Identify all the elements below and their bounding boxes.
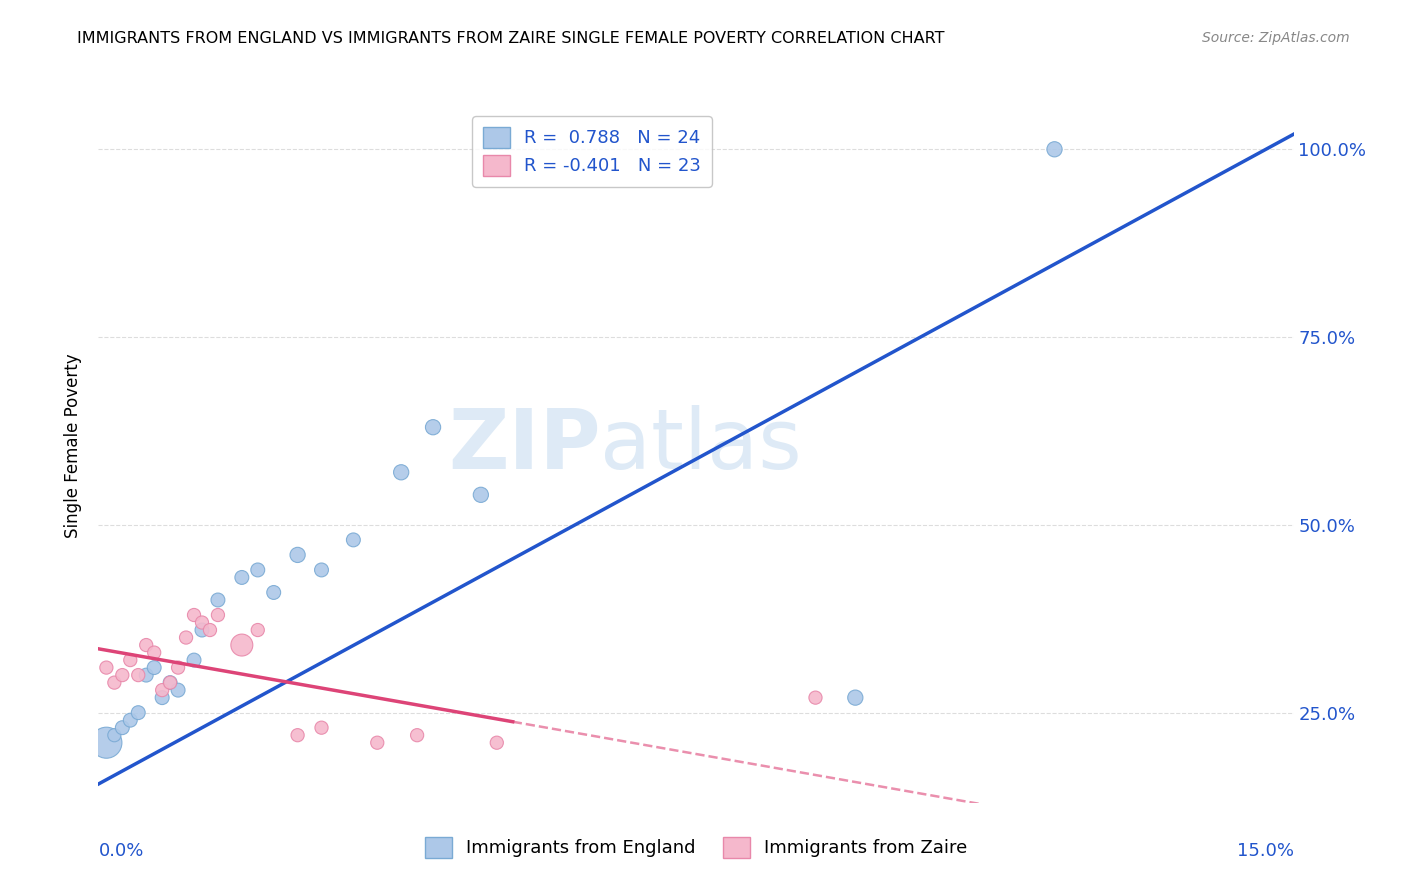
Point [150, 690, 173, 705]
Point [207, 607, 229, 622]
Y-axis label: Single Female Poverty: Single Female Poverty [65, 354, 83, 538]
Point [366, 736, 388, 750]
Text: ZIP: ZIP [449, 406, 600, 486]
Point [96, 736, 118, 750]
Point [406, 728, 429, 742]
Point [127, 706, 149, 720]
Point [1043, 142, 1066, 156]
Point [231, 570, 253, 584]
Point [246, 623, 269, 637]
Point [174, 631, 197, 645]
Text: 0.0%: 0.0% [98, 842, 143, 860]
Point [485, 736, 508, 750]
Point [111, 721, 134, 735]
Text: atlas: atlas [600, 406, 801, 486]
Point [150, 683, 173, 698]
Point [96, 660, 118, 674]
Point [389, 465, 412, 479]
Point [120, 653, 142, 667]
Point [120, 713, 142, 727]
Point [231, 638, 253, 652]
Legend: Immigrants from England, Immigrants from Zaire: Immigrants from England, Immigrants from… [418, 830, 974, 865]
Point [804, 690, 827, 705]
Point [198, 623, 221, 637]
Point [311, 721, 333, 735]
Text: 15.0%: 15.0% [1236, 842, 1294, 860]
Point [183, 653, 205, 667]
Point [191, 615, 214, 630]
Point [167, 683, 190, 698]
Text: IMMIGRANTS FROM ENGLAND VS IMMIGRANTS FROM ZAIRE SINGLE FEMALE POVERTY CORRELATI: IMMIGRANTS FROM ENGLAND VS IMMIGRANTS FR… [77, 31, 945, 46]
Point [311, 563, 333, 577]
Point [422, 420, 444, 434]
Point [191, 623, 214, 637]
Point [844, 690, 866, 705]
Point [263, 585, 285, 599]
Point [207, 593, 229, 607]
Point [143, 660, 166, 674]
Point [103, 728, 125, 742]
Text: Source: ZipAtlas.com: Source: ZipAtlas.com [1202, 31, 1350, 45]
Point [127, 668, 149, 682]
Point [103, 675, 125, 690]
Point [167, 660, 190, 674]
Point [143, 646, 166, 660]
Point [135, 668, 157, 682]
Point [135, 638, 157, 652]
Point [159, 675, 181, 690]
Point [159, 675, 181, 690]
Point [342, 533, 364, 547]
Point [246, 563, 269, 577]
Point [287, 548, 309, 562]
Point [111, 668, 134, 682]
Point [470, 488, 492, 502]
Point [287, 728, 309, 742]
Point [183, 607, 205, 622]
